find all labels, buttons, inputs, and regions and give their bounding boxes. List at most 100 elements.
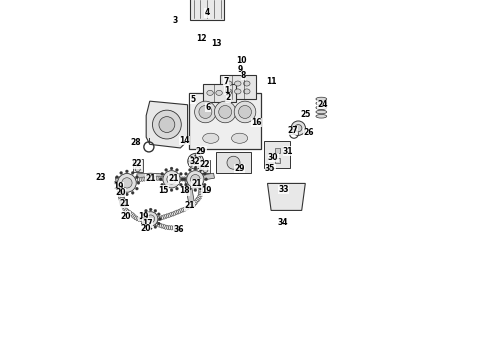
- Circle shape: [189, 187, 192, 190]
- Text: 31: 31: [283, 147, 294, 156]
- Circle shape: [188, 153, 204, 169]
- Polygon shape: [274, 148, 280, 153]
- Text: 22: 22: [132, 159, 142, 168]
- Ellipse shape: [177, 177, 179, 181]
- Ellipse shape: [128, 180, 131, 184]
- Ellipse shape: [131, 214, 135, 217]
- Circle shape: [152, 110, 181, 139]
- Text: 17: 17: [142, 219, 152, 228]
- Ellipse shape: [195, 180, 199, 183]
- Text: 26: 26: [303, 128, 314, 137]
- Ellipse shape: [124, 182, 128, 185]
- Text: 14: 14: [179, 136, 190, 145]
- Ellipse shape: [175, 177, 177, 181]
- Text: 21: 21: [146, 175, 156, 184]
- Circle shape: [118, 174, 136, 192]
- Polygon shape: [185, 177, 195, 207]
- Ellipse shape: [122, 185, 126, 188]
- Ellipse shape: [150, 176, 152, 181]
- Text: 16: 16: [251, 118, 262, 127]
- Ellipse shape: [143, 218, 146, 222]
- Ellipse shape: [127, 210, 130, 214]
- Ellipse shape: [235, 89, 241, 94]
- Text: 25: 25: [300, 110, 311, 119]
- Circle shape: [179, 172, 182, 175]
- Ellipse shape: [130, 212, 133, 216]
- Ellipse shape: [193, 202, 197, 204]
- Circle shape: [116, 176, 119, 179]
- Circle shape: [131, 171, 134, 174]
- Ellipse shape: [163, 215, 165, 219]
- Ellipse shape: [197, 196, 201, 199]
- Text: 2: 2: [225, 94, 231, 103]
- Text: 8: 8: [241, 71, 246, 80]
- Text: 27: 27: [287, 126, 298, 135]
- Circle shape: [199, 105, 212, 118]
- Circle shape: [191, 156, 193, 158]
- Ellipse shape: [121, 201, 124, 203]
- Ellipse shape: [196, 199, 199, 202]
- Circle shape: [163, 171, 180, 188]
- Circle shape: [175, 168, 178, 171]
- Circle shape: [185, 183, 187, 186]
- Ellipse shape: [168, 177, 170, 181]
- Ellipse shape: [316, 114, 327, 118]
- Text: 19: 19: [113, 182, 123, 191]
- Circle shape: [125, 170, 128, 173]
- Ellipse shape: [172, 212, 174, 216]
- Text: 19: 19: [138, 212, 149, 221]
- Circle shape: [191, 164, 193, 166]
- Text: 11: 11: [266, 77, 276, 86]
- Ellipse shape: [187, 177, 189, 181]
- Circle shape: [187, 171, 204, 188]
- Ellipse shape: [171, 177, 173, 181]
- Circle shape: [191, 175, 200, 184]
- Ellipse shape: [121, 203, 125, 205]
- Text: 21: 21: [184, 202, 195, 210]
- Circle shape: [192, 158, 199, 165]
- Polygon shape: [265, 141, 291, 168]
- Ellipse shape: [225, 90, 231, 95]
- Text: 7: 7: [223, 77, 229, 86]
- Ellipse shape: [143, 177, 145, 181]
- Text: 36: 36: [173, 225, 184, 234]
- Ellipse shape: [166, 214, 169, 218]
- Text: 12: 12: [196, 35, 207, 44]
- Ellipse shape: [158, 216, 160, 221]
- Circle shape: [157, 213, 160, 216]
- Ellipse shape: [123, 207, 126, 210]
- Text: 18: 18: [179, 186, 190, 195]
- Circle shape: [149, 227, 152, 230]
- Circle shape: [195, 154, 197, 157]
- Ellipse shape: [133, 215, 136, 219]
- Ellipse shape: [316, 102, 327, 105]
- Text: 20: 20: [116, 188, 126, 197]
- Ellipse shape: [130, 179, 132, 184]
- Circle shape: [234, 101, 256, 123]
- Circle shape: [198, 156, 201, 158]
- Ellipse shape: [132, 179, 134, 183]
- Text: 30: 30: [268, 153, 278, 162]
- Ellipse shape: [189, 204, 192, 208]
- Polygon shape: [133, 159, 143, 172]
- Circle shape: [179, 183, 182, 186]
- Ellipse shape: [161, 224, 164, 228]
- Ellipse shape: [156, 217, 158, 221]
- Circle shape: [154, 226, 157, 229]
- Polygon shape: [189, 93, 261, 149]
- Ellipse shape: [151, 219, 154, 222]
- Ellipse shape: [183, 177, 185, 181]
- Circle shape: [185, 172, 187, 175]
- Ellipse shape: [122, 204, 125, 207]
- Text: 21: 21: [192, 179, 202, 188]
- Circle shape: [189, 168, 192, 171]
- Circle shape: [159, 117, 175, 132]
- Ellipse shape: [140, 217, 142, 222]
- Ellipse shape: [159, 224, 162, 228]
- Ellipse shape: [189, 177, 191, 181]
- Ellipse shape: [148, 176, 151, 181]
- Circle shape: [159, 178, 162, 181]
- Circle shape: [195, 166, 197, 168]
- Ellipse shape: [181, 208, 184, 212]
- Text: 9: 9: [238, 65, 244, 74]
